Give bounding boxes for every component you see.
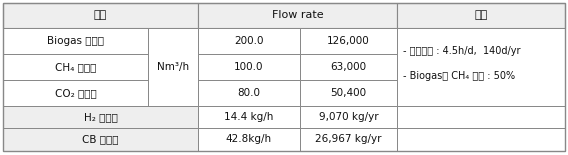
Bar bbox=[397, 28, 565, 106]
Bar bbox=[198, 28, 300, 54]
Text: 126,000: 126,000 bbox=[327, 36, 370, 46]
Text: CH₄ 유입량: CH₄ 유입량 bbox=[55, 62, 96, 72]
Bar bbox=[300, 28, 397, 54]
Text: 100.0: 100.0 bbox=[234, 62, 264, 72]
Text: 200.0: 200.0 bbox=[234, 36, 264, 46]
Text: 14.4 kg/h: 14.4 kg/h bbox=[224, 112, 274, 122]
Text: Nm³/h: Nm³/h bbox=[157, 62, 189, 72]
Text: 50,400: 50,400 bbox=[331, 88, 366, 98]
Bar bbox=[3, 28, 148, 54]
Bar bbox=[198, 106, 300, 128]
Bar bbox=[300, 128, 397, 151]
Bar bbox=[397, 128, 565, 151]
Text: CB 생산량: CB 생산량 bbox=[82, 135, 119, 144]
Bar bbox=[3, 3, 198, 28]
Bar bbox=[198, 128, 300, 151]
Text: CO₂ 유입량: CO₂ 유입량 bbox=[55, 88, 97, 98]
Text: 비고: 비고 bbox=[474, 11, 487, 20]
Bar bbox=[300, 54, 397, 80]
Bar bbox=[3, 106, 198, 128]
Text: - Biogas의 CH₄ 비율 : 50%: - Biogas의 CH₄ 비율 : 50% bbox=[403, 71, 515, 81]
Text: - 운전시간 : 4.5h/d,  140d/yr: - 운전시간 : 4.5h/d, 140d/yr bbox=[403, 46, 520, 56]
Text: H₂ 생산량: H₂ 생산량 bbox=[83, 112, 118, 122]
Text: 63,000: 63,000 bbox=[331, 62, 366, 72]
Bar bbox=[3, 54, 148, 80]
Bar bbox=[3, 80, 148, 106]
Text: 42.8kg/h: 42.8kg/h bbox=[226, 135, 272, 144]
Bar bbox=[3, 128, 198, 151]
Bar bbox=[148, 28, 198, 106]
Text: Biogas 유입량: Biogas 유입량 bbox=[47, 36, 104, 46]
Text: 구분: 구분 bbox=[94, 11, 107, 20]
Bar bbox=[300, 80, 397, 106]
Text: 9,070 kg/yr: 9,070 kg/yr bbox=[319, 112, 378, 122]
Text: 80.0: 80.0 bbox=[237, 88, 261, 98]
Bar bbox=[198, 54, 300, 80]
Bar bbox=[397, 3, 565, 28]
Bar bbox=[198, 80, 300, 106]
Bar bbox=[198, 3, 397, 28]
Text: Flow rate: Flow rate bbox=[272, 11, 323, 20]
Bar bbox=[397, 106, 565, 128]
Text: 26,967 kg/yr: 26,967 kg/yr bbox=[315, 135, 382, 144]
Bar bbox=[300, 106, 397, 128]
